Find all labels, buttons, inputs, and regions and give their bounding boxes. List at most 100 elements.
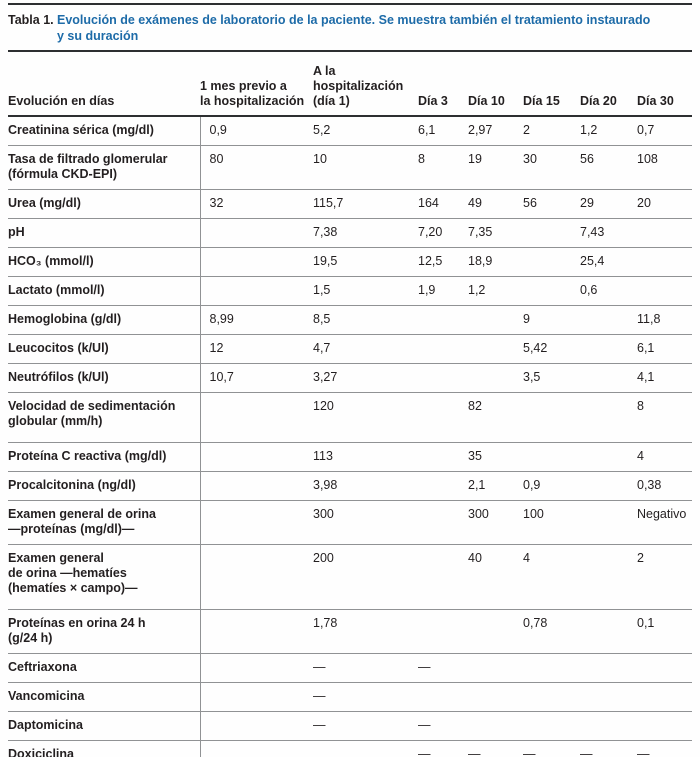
cell-value [468,653,523,683]
table-row: Tasa de filtrado glomerular (fórmula CKD… [8,145,692,190]
cell-value [580,544,637,610]
table-row: Proteína C reactiva (mg/dl) 113 35 4 [8,442,692,472]
cell-value: — [637,740,692,757]
cell-value: 10 [313,145,418,190]
row-label: Proteínas en orina 24 h (g/24 h) [8,609,200,654]
cell-value [523,276,580,306]
cell-value [468,305,523,335]
cell-value: 29 [580,189,637,219]
cell-value: Negativo [637,500,692,545]
row-label: Examen general de orina —hematíes (hemat… [8,544,200,610]
column-header: 1 mes previo a la hospitalización [200,52,313,117]
cell-value: 3,5 [523,363,580,393]
cell-value: — [418,740,468,757]
table-row: HCO₃ (mmol/l) 19,5 12,5 18,9 25,4 [8,247,692,277]
cell-value: 1,9 [418,276,468,306]
cell-value [199,247,313,277]
table-row: Procalcitonina (ng/dl) 3,98 2,1 0,9 0,38 [8,471,692,501]
table-body: Creatinina sérica (mg/dl) 0,9 5,2 6,1 2,97 2 1… [8,116,692,757]
table-row: pH 7,38 7,20 7,35 7,43 [8,218,692,248]
row-label: Leucocitos (k/Ul) [8,334,200,364]
cell-value [637,247,692,277]
cell-value [468,711,523,741]
cell-value: 2,1 [468,471,523,501]
cell-value [637,218,692,248]
cell-value: 100 [523,500,580,545]
cell-value: 20 [637,189,692,219]
cell-value: 1,5 [313,276,418,306]
cell-value: 7,38 [313,218,418,248]
top-rule [8,3,692,5]
row-label: Doxiciclina [8,740,200,757]
cell-value: 40 [468,544,523,610]
document-page: Tabla 1. Evolución de exámenes de labora… [0,3,700,757]
cell-value [199,544,313,610]
table-row: Proteínas en orina 24 h (g/24 h) 1,78 0,78… [8,609,692,654]
cell-value [580,682,637,712]
cell-value: 108 [637,145,692,190]
cell-value [468,682,523,712]
column-header-evolucion: Evolución en días [8,52,200,117]
cell-value: 30 [523,145,580,190]
cell-value: 19,5 [313,247,418,277]
cell-value [199,392,313,443]
cell-value: 115,7 [313,189,418,219]
cell-value [580,471,637,501]
cell-value: 0,1 [637,609,692,654]
cell-value: 3,98 [313,471,418,501]
cell-value [199,609,313,654]
cell-value [468,363,523,393]
table-title: Tabla 1. Evolución de exámenes de labora… [8,5,692,50]
cell-value [199,471,313,501]
table-title-number: Tabla 1. [8,13,54,27]
row-label: Examen general de orina —proteínas (mg/d… [8,500,200,545]
cell-value [523,711,580,741]
cell-value: 164 [418,189,468,219]
cell-value: — [313,682,418,712]
cell-value: 82 [468,392,523,443]
table-row: Vancomicina — [8,682,692,712]
column-header: Día 15 [523,52,580,117]
cell-value [580,442,637,472]
cell-value: 200 [313,544,418,610]
cell-value: 12 [199,334,313,364]
cell-value: 0,7 [637,123,655,137]
cell-value: 7,43 [580,218,637,248]
cell-value [199,218,313,248]
column-header: A la hospitalización (día 1) [313,52,418,117]
cell-value: 12,5 [418,247,468,277]
table-row: Creatinina sérica (mg/dl) 0,9 5,2 6,1 2,97 2 1… [8,116,692,146]
table-row: Hemoglobina (g/dl) 8,99 8,5 9 11,8 [8,305,692,335]
cell-value: — [313,711,418,741]
table-header-row: Evolución en días 1 mes previo a la hospi… [8,52,692,117]
cell-value [418,682,468,712]
row-label: Lactato (mmol/l) [8,276,200,306]
cell-value: 6,1 [418,123,436,137]
cell-value [418,500,468,545]
table-row: Doxiciclina — — — — — [8,740,692,757]
cell-value: 10,7 [199,363,313,393]
cell-value [580,305,637,335]
cell-value: 3,27 [313,363,418,393]
cell-value [199,500,313,545]
table-header: Evolución en días 1 mes previo a la hospi… [8,52,692,117]
cell-value: 0,78 [523,609,580,654]
cell-value [637,711,692,741]
cell-value [523,247,580,277]
cell-value: 8,5 [313,305,418,335]
cell-value: — [468,740,523,757]
cell-value [418,609,468,654]
cell-value: 1,2 [468,276,523,306]
cell-value: 56 [580,145,637,190]
title-rule [8,50,692,52]
cell-value [523,442,580,472]
cell-value [523,682,580,712]
cell-value [580,334,637,364]
table-row: Urea (mg/dl) 32 115,7 164 49 56 29 20 [8,189,692,219]
cell-value: 0,9 [199,116,313,146]
row-label: Ceftriaxona [8,653,200,683]
cell-value: 5,42 [523,334,580,364]
cell-value [637,276,692,306]
cell-value [523,653,580,683]
cell-value: 0,6 [580,276,637,306]
